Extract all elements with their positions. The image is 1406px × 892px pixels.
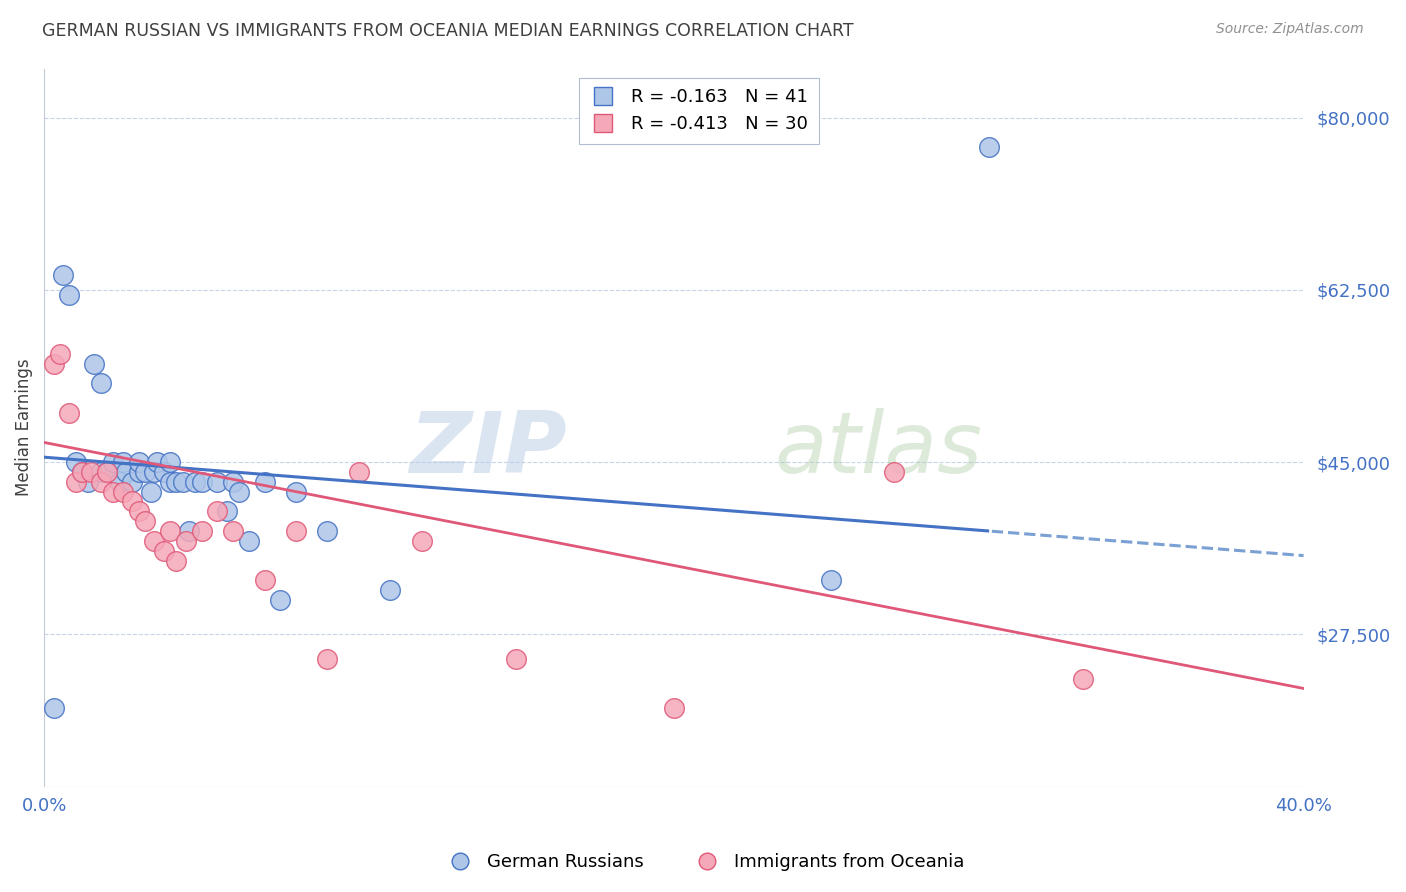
Point	[159, 524, 181, 538]
Point	[165, 553, 187, 567]
Point	[42, 357, 65, 371]
Text: GERMAN RUSSIAN VS IMMIGRANTS FROM OCEANIA MEDIAN EARNINGS CORRELATION CHART: GERMAN RUSSIAN VS IMMIGRANTS FROM OCEANI…	[42, 22, 853, 40]
Point	[96, 465, 118, 479]
Point	[159, 455, 181, 469]
Text: ZIP: ZIP	[409, 408, 567, 491]
Point	[222, 524, 245, 538]
Text: atlas: atlas	[775, 408, 983, 491]
Point	[141, 484, 163, 499]
Point	[90, 376, 112, 391]
Point	[65, 475, 87, 489]
Point	[128, 455, 150, 469]
Point	[90, 475, 112, 489]
Point	[222, 475, 245, 489]
Point	[165, 475, 187, 489]
Point	[128, 465, 150, 479]
Y-axis label: Median Earnings: Median Earnings	[15, 359, 32, 497]
Point	[190, 475, 212, 489]
Point	[111, 484, 134, 499]
Point	[316, 524, 339, 538]
Point	[820, 573, 842, 587]
Point	[411, 533, 433, 548]
Point	[115, 465, 138, 479]
Legend: German Russians, Immigrants from Oceania: German Russians, Immigrants from Oceania	[434, 847, 972, 879]
Point	[152, 465, 174, 479]
Point	[65, 455, 87, 469]
Point	[505, 652, 527, 666]
Point	[184, 475, 207, 489]
Point	[380, 582, 402, 597]
Point	[58, 406, 80, 420]
Point	[253, 475, 276, 489]
Point	[269, 593, 291, 607]
Point	[96, 465, 118, 479]
Point	[134, 465, 156, 479]
Point	[90, 465, 112, 479]
Point	[143, 465, 166, 479]
Point	[128, 504, 150, 518]
Point	[883, 465, 905, 479]
Point	[285, 484, 308, 499]
Point	[228, 484, 250, 499]
Text: Source: ZipAtlas.com: Source: ZipAtlas.com	[1216, 22, 1364, 37]
Point	[143, 533, 166, 548]
Point	[70, 465, 93, 479]
Point	[977, 140, 1000, 154]
Point	[77, 475, 100, 489]
Point	[80, 465, 103, 479]
Point	[172, 475, 194, 489]
Point	[207, 475, 229, 489]
Point	[152, 543, 174, 558]
Point	[253, 573, 276, 587]
Point	[70, 465, 93, 479]
Point	[52, 268, 75, 282]
Point	[347, 465, 370, 479]
Point	[177, 524, 200, 538]
Point	[103, 484, 125, 499]
Legend: R = -0.163   N = 41, R = -0.413   N = 30: R = -0.163 N = 41, R = -0.413 N = 30	[579, 78, 820, 145]
Point	[49, 347, 72, 361]
Point	[108, 475, 131, 489]
Point	[215, 504, 238, 518]
Point	[285, 524, 308, 538]
Point	[42, 701, 65, 715]
Point	[662, 701, 685, 715]
Point	[207, 504, 229, 518]
Point	[174, 533, 197, 548]
Point	[190, 524, 212, 538]
Point	[121, 494, 143, 508]
Point	[103, 455, 125, 469]
Point	[83, 357, 105, 371]
Point	[316, 652, 339, 666]
Point	[58, 288, 80, 302]
Point	[1071, 672, 1094, 686]
Point	[238, 533, 260, 548]
Point	[111, 455, 134, 469]
Point	[121, 475, 143, 489]
Point	[134, 514, 156, 528]
Point	[146, 455, 169, 469]
Point	[159, 475, 181, 489]
